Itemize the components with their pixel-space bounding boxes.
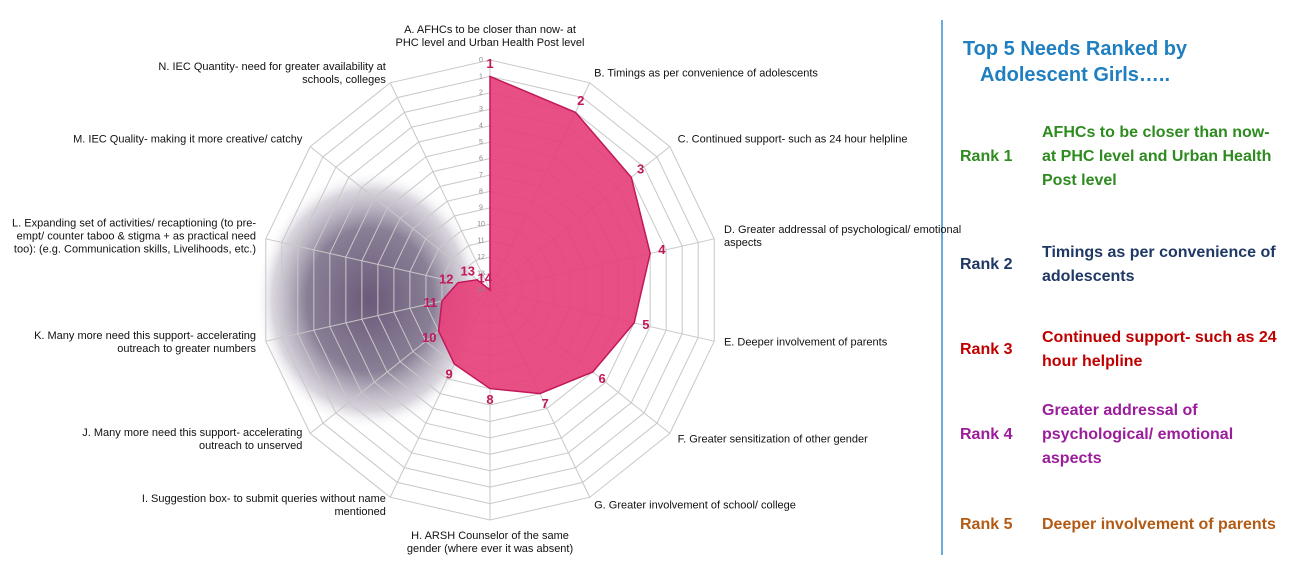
data-label: 14	[478, 271, 493, 286]
r-tick-label: 7	[479, 172, 483, 179]
r-tick-label: 5	[479, 139, 483, 146]
data-label: 2	[577, 93, 584, 108]
data-label: 13	[461, 264, 475, 279]
data-label: 10	[422, 330, 436, 345]
axis-label: H. ARSH Counselor of the same gender (wh…	[406, 530, 574, 555]
r-tick-label: 13	[477, 270, 485, 277]
rank-label: Rank 3	[960, 341, 1013, 358]
data-label: 3	[637, 161, 644, 176]
panel-title: Top 5 Needs Ranked by Adolescent Girls….…	[962, 38, 1188, 86]
spoke	[389, 82, 491, 291]
r-tick-label: 8	[479, 188, 483, 195]
r-tick-label: 11	[477, 238, 484, 245]
spoke	[265, 238, 491, 291]
data-label: 6	[599, 371, 606, 386]
rank-text: Deeper involvement of parents	[1042, 516, 1276, 533]
r-tick-label: 3	[479, 106, 483, 113]
rank-label: Rank 1	[960, 148, 1013, 165]
data-label: 1	[486, 56, 493, 71]
radar-area	[437, 75, 651, 395]
spoke	[309, 146, 491, 291]
axis-label: G. Greater involvement of school/ colleg…	[594, 499, 796, 512]
r-tick-label: 4	[479, 123, 483, 130]
axis-label: K. Many more need this support- accelera…	[34, 330, 257, 356]
r-tick-label: 2	[479, 90, 483, 97]
data-label: 12	[439, 271, 453, 286]
axis-label: E. Deeper involvement of parents	[723, 336, 888, 349]
data-label: 4	[658, 242, 666, 257]
rank-label: Rank 2	[960, 256, 1013, 273]
axis-label: B. Timings as per convenience of adolesc…	[594, 67, 818, 80]
r-tick-label: 9	[479, 205, 483, 212]
rank-text: Continued support- such as 24 hour helpl…	[1042, 329, 1277, 370]
axis-label: A. AFHCs to be closer than now- at PHC l…	[395, 24, 585, 49]
axis-label: N. IEC Quantity- need for greater availa…	[158, 60, 386, 86]
rank-text: Timings as per convenience of adolescent…	[1042, 244, 1276, 285]
data-label: 8	[486, 392, 493, 407]
data-label: 11	[423, 295, 437, 310]
rank-text: Greater addressal of psychological/ emot…	[1042, 402, 1234, 467]
axis-label: F. Greater sensitization of other gender	[677, 433, 868, 446]
r-tick-label: 1	[479, 73, 483, 80]
r-tick-label: 0	[479, 57, 483, 64]
r-tick-label: 6	[479, 155, 483, 162]
axis-label: M. IEC Quality- making it more creative/…	[73, 133, 303, 146]
data-label: 7	[541, 396, 548, 411]
axis-label: C. Continued support- such as 24 hour he…	[677, 133, 908, 146]
axis-label: D. Greater addressal of psychological/ e…	[723, 223, 962, 249]
r-tick-label: 10	[477, 221, 485, 228]
axis-label: I. Suggestion box- to submit queries wit…	[141, 493, 386, 519]
data-label: 5	[642, 317, 649, 332]
axis-label: L. Expanding set of activities/ recaptio…	[12, 217, 257, 256]
r-tick-label: 14	[477, 287, 485, 294]
rank-label: Rank 4	[960, 426, 1013, 443]
rank-label: Rank 5	[960, 516, 1013, 533]
axis-label: J. Many more need this support- accelera…	[82, 426, 303, 452]
data-label: 9	[446, 366, 453, 381]
r-tick-label: 12	[477, 254, 485, 261]
rank-text: AFHCs to be closer than now- at PHC leve…	[1042, 124, 1272, 189]
